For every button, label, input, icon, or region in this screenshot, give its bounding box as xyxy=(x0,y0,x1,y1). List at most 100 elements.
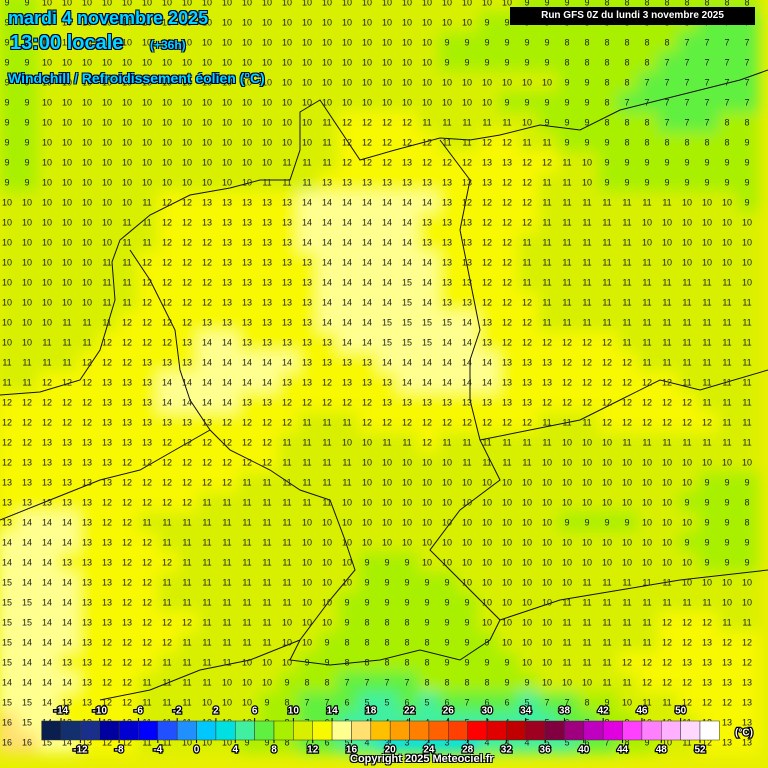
windchill-value: 7 xyxy=(684,57,689,67)
field-cell xyxy=(478,512,499,533)
windchill-value: 13 xyxy=(462,177,472,187)
windchill-value: 10 xyxy=(42,217,52,227)
windchill-value: 12 xyxy=(662,657,672,667)
windchill-value: 13 xyxy=(82,457,92,467)
windchill-value: 13 xyxy=(62,457,72,467)
windchill-value: 12 xyxy=(262,457,272,467)
windchill-value: 11 xyxy=(602,197,611,207)
field-cell xyxy=(338,692,359,713)
windchill-value: 8 xyxy=(284,737,289,747)
windchill-value: 10 xyxy=(502,537,512,547)
field-cell xyxy=(398,552,419,573)
field-cell xyxy=(98,332,119,353)
field-cell xyxy=(538,152,559,173)
field-cell xyxy=(498,472,519,493)
windchill-value: 8 xyxy=(344,637,349,647)
windchill-value: 12 xyxy=(362,417,372,427)
windchill-value: 12 xyxy=(162,217,172,227)
windchill-value: 10 xyxy=(102,0,112,7)
field-cell xyxy=(478,692,499,713)
field-cell xyxy=(358,332,379,353)
field-cell xyxy=(98,432,119,453)
windchill-value: 8 xyxy=(664,0,669,7)
field-cell xyxy=(118,392,139,413)
field-cell xyxy=(718,372,739,393)
field-cell xyxy=(358,672,379,693)
windchill-value: 12 xyxy=(82,357,92,367)
field-cell xyxy=(218,92,239,113)
field-cell xyxy=(298,212,319,233)
field-cell xyxy=(138,52,159,73)
windchill-value: 4 xyxy=(504,737,509,747)
field-cell xyxy=(418,692,439,713)
field-cell xyxy=(518,192,539,213)
field-cell xyxy=(638,512,659,533)
field-cell xyxy=(238,652,259,673)
windchill-value: 12 xyxy=(462,417,472,427)
windchill-value: 11 xyxy=(2,377,11,387)
field-cell xyxy=(278,132,299,153)
windchill-value: 13 xyxy=(122,397,132,407)
field-cell xyxy=(638,672,659,693)
field-cell xyxy=(258,372,279,393)
field-cell xyxy=(298,112,319,133)
windchill-value: 12 xyxy=(502,337,512,347)
field-cell xyxy=(218,492,239,513)
field-cell xyxy=(438,152,459,173)
windchill-value: 14 xyxy=(62,677,72,687)
field-cell xyxy=(438,232,459,253)
field-cell xyxy=(698,492,719,513)
field-cell xyxy=(98,112,119,133)
windchill-value: 10 xyxy=(562,677,572,687)
field-cell xyxy=(0,172,19,193)
field-cell xyxy=(198,312,219,333)
field-cell xyxy=(18,572,39,593)
windchill-value: 12 xyxy=(202,277,212,287)
field-cell xyxy=(478,312,499,333)
field-cell xyxy=(738,392,759,413)
windchill-value: 9 xyxy=(24,157,29,167)
windchill-value: 14 xyxy=(402,197,412,207)
windchill-value: 12 xyxy=(582,377,592,387)
field-cell xyxy=(658,612,679,633)
windchill-value: 9 xyxy=(544,37,549,47)
field-cell xyxy=(138,672,159,693)
field-cell xyxy=(618,192,639,213)
value-grid: 9 9 10 10 10 10 10 10 10 10 10 10 10 10 10 10 10 10 10 10 10… xyxy=(2,0,752,747)
windchill-value: 7 xyxy=(704,57,709,67)
windchill-value: 10 xyxy=(2,317,12,327)
windchill-value: 8 xyxy=(604,117,609,127)
colorbar-box xyxy=(118,720,139,741)
windchill-value: 14 xyxy=(482,357,492,367)
field-cell xyxy=(658,492,679,513)
windchill-value: 6 xyxy=(444,697,449,707)
windchill-value: 12 xyxy=(282,397,292,407)
windchill-value: 13 xyxy=(362,357,372,367)
windchill-value: 13 xyxy=(302,297,312,307)
field-cell xyxy=(18,192,39,213)
field-cell xyxy=(518,372,539,393)
field-cell xyxy=(698,232,719,253)
field-cell xyxy=(198,592,219,613)
windchill-value: 11 xyxy=(622,437,631,447)
windchill-value: 14 xyxy=(402,257,412,267)
windchill-value: 11 xyxy=(622,217,631,227)
windchill-value: 11 xyxy=(542,197,551,207)
field-cell xyxy=(478,372,499,393)
windchill-value: 10 xyxy=(362,537,372,547)
field-cell xyxy=(658,272,679,293)
field-cell xyxy=(658,112,679,133)
field-cell xyxy=(718,92,739,113)
colorbar-label: -14 xyxy=(54,706,69,717)
field-cell xyxy=(438,432,459,453)
windchill-value: 12 xyxy=(722,637,732,647)
windchill-value: 10 xyxy=(282,37,292,47)
windchill-value: 9 xyxy=(444,617,449,627)
field-cell xyxy=(378,552,399,573)
field-cell xyxy=(238,472,259,493)
windchill-value: 10 xyxy=(482,617,492,627)
windchill-value: 9 xyxy=(444,597,449,607)
windchill-value: 10 xyxy=(82,37,92,47)
windchill-value: 11 xyxy=(622,237,631,247)
